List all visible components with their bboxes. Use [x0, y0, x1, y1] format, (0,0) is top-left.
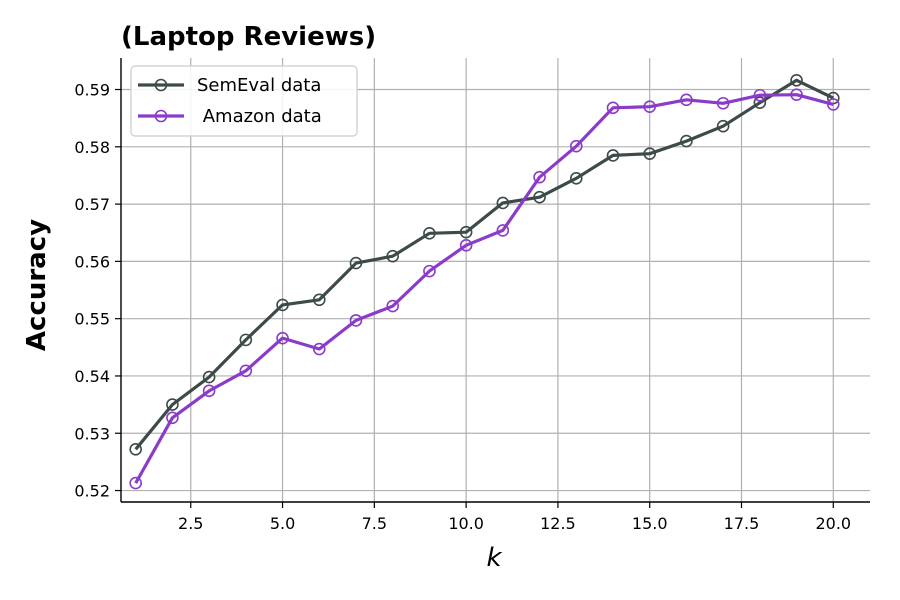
- series-line: [134, 93, 834, 484]
- data-point: [239, 333, 253, 347]
- data-point: [276, 298, 289, 312]
- data-point: [716, 96, 730, 110]
- x-axis-label: k: [486, 543, 502, 573]
- data-point: [606, 149, 620, 162]
- data-point: [459, 239, 473, 252]
- data-point: [386, 249, 399, 263]
- data-point: [533, 190, 546, 204]
- y-tick-label: 0.56: [74, 252, 110, 271]
- y-tick-label: 0.54: [74, 367, 110, 386]
- x-tick-label: 5.0: [270, 514, 295, 533]
- y-tick-label: 0.52: [74, 482, 110, 501]
- data-point: [202, 370, 216, 384]
- data-point: [386, 299, 399, 313]
- legend-box: [130, 65, 358, 137]
- data-point: [606, 101, 620, 115]
- y-axis-label: Accuracy: [22, 219, 52, 351]
- x-axis-ticks: 2.5 5.0 7.5 10.0 12.5 15.0 17.5 20.0: [178, 502, 851, 533]
- legend-swatch-marker: [154, 78, 168, 92]
- axes: [120, 58, 870, 503]
- y-tick-label: 0.55: [74, 310, 110, 329]
- x-tick-label: 12.5: [540, 514, 576, 533]
- data-point: [753, 88, 767, 102]
- data-point: [496, 196, 510, 210]
- data-point: [166, 398, 179, 411]
- data-point: [312, 342, 326, 356]
- x-tick-label: 15.0: [632, 514, 668, 533]
- legend-label: Amazon data: [197, 106, 322, 127]
- data-point: [790, 88, 803, 101]
- data-point: [533, 170, 546, 184]
- series-group: [129, 74, 840, 490]
- x-tick-label: 7.5: [362, 514, 387, 533]
- data-point: [276, 331, 289, 345]
- x-tick-label: 17.5: [724, 514, 760, 533]
- data-point: [423, 227, 436, 240]
- legend-label: SemEval data: [197, 75, 321, 96]
- data-point: [753, 96, 767, 109]
- data-point: [239, 364, 253, 378]
- data-point: [569, 139, 583, 153]
- y-tick-label: 0.53: [74, 424, 110, 443]
- y-tick-label: 0.59: [74, 81, 110, 100]
- data-point: [459, 225, 473, 239]
- y-tick-label: 0.58: [74, 138, 110, 157]
- series-2: [129, 88, 840, 490]
- data-point: [312, 293, 326, 307]
- legend-swatch-marker: [154, 109, 168, 123]
- data-point: [643, 100, 657, 113]
- chart-title: (Laptop Reviews): [121, 22, 376, 52]
- data-point: [680, 93, 693, 107]
- legend: SemEval data Amazon data: [130, 65, 358, 137]
- x-tick-label: 20.0: [815, 514, 851, 533]
- data-point: [716, 119, 730, 133]
- x-tick-label: 10.0: [448, 514, 484, 533]
- data-point: [826, 98, 840, 111]
- data-point: [129, 476, 142, 490]
- series-1: [129, 74, 840, 456]
- y-axis-ticks: 0.52 0.53 0.54 0.55 0.56 0.57 0.58 0.59: [74, 81, 121, 501]
- data-point: [349, 256, 363, 270]
- data-point: [569, 172, 583, 185]
- y-tick-label: 0.57: [74, 195, 110, 214]
- data-point: [680, 134, 693, 148]
- data-point: [166, 411, 179, 425]
- data-point: [202, 384, 216, 398]
- data-point: [496, 224, 510, 237]
- data-point: [349, 314, 363, 327]
- data-point: [643, 147, 657, 160]
- series-line: [134, 78, 834, 451]
- data-point: [129, 442, 142, 456]
- data-point: [790, 74, 803, 87]
- x-tick-label: 2.5: [178, 514, 203, 533]
- data-point: [423, 264, 436, 278]
